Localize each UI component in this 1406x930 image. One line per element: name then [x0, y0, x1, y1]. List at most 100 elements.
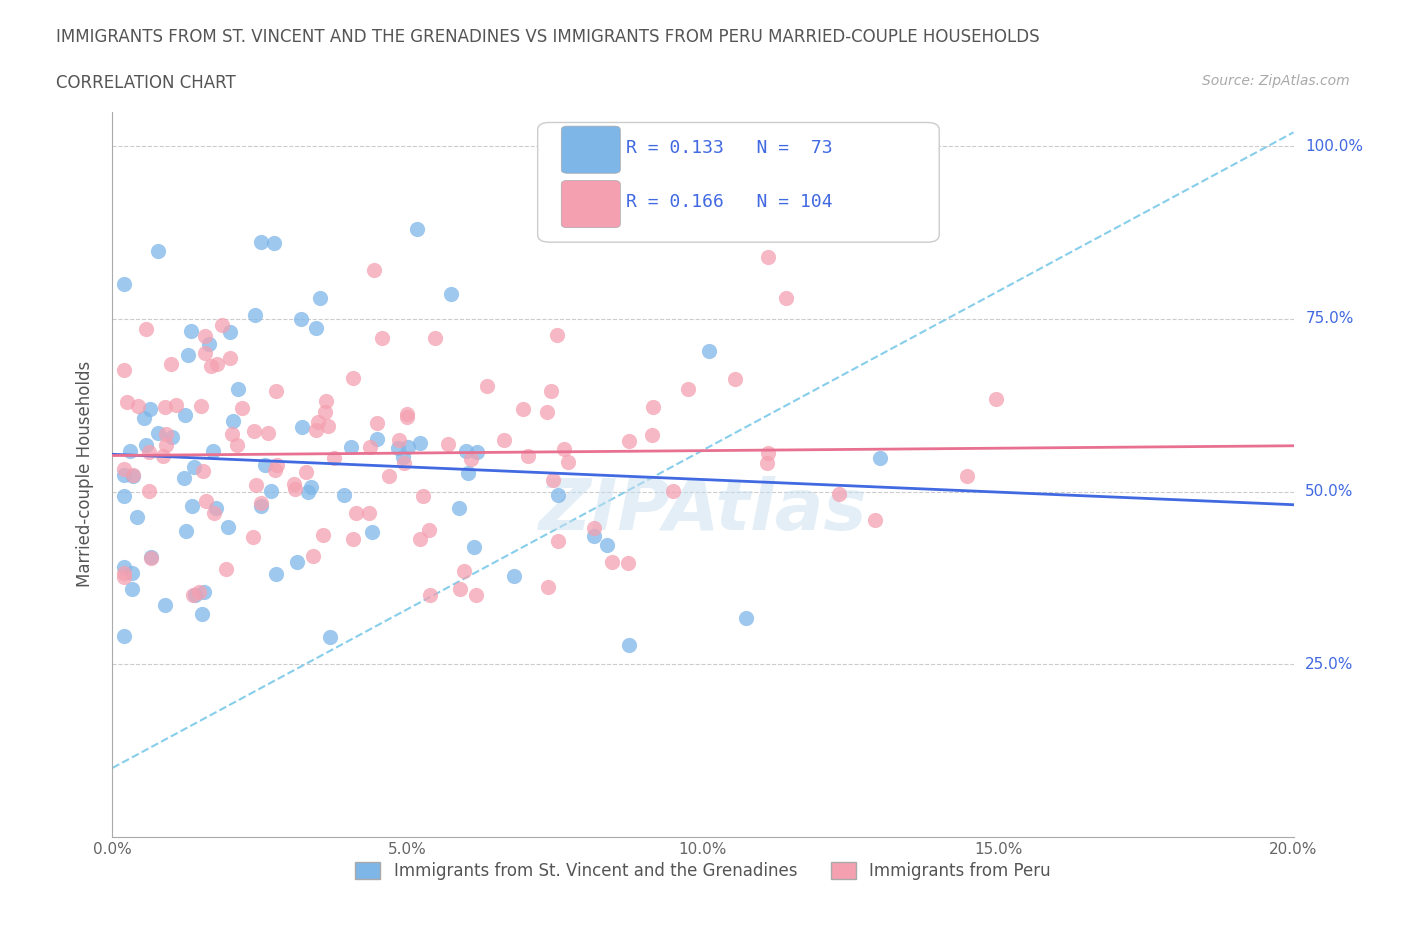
Point — [392, 449, 415, 464]
Text: R = 0.166   N = 104: R = 0.166 N = 104 — [626, 193, 832, 211]
Point — [242, 423, 264, 438]
Point — [412, 489, 434, 504]
Point — [155, 438, 177, 453]
Point — [366, 432, 388, 446]
Point — [547, 534, 569, 549]
Text: Source: ZipAtlas.com: Source: ZipAtlas.com — [1202, 74, 1350, 88]
Point — [359, 439, 381, 454]
Point — [387, 441, 409, 456]
Point — [641, 399, 664, 414]
Point — [259, 483, 281, 498]
Point — [756, 249, 779, 264]
Point — [314, 405, 336, 419]
Point — [297, 485, 319, 499]
Point — [454, 444, 477, 458]
Point — [492, 432, 515, 447]
Point — [449, 582, 471, 597]
Point — [204, 500, 226, 515]
Point — [617, 556, 640, 571]
Point — [553, 442, 575, 457]
Point — [536, 405, 558, 419]
Point — [408, 532, 430, 547]
Point — [290, 312, 312, 326]
Point — [188, 584, 211, 599]
Point — [256, 425, 278, 440]
Text: 75.0%: 75.0% — [1305, 312, 1354, 326]
FancyBboxPatch shape — [561, 180, 620, 228]
Point — [316, 418, 339, 433]
Point — [457, 465, 479, 480]
Point — [378, 469, 401, 484]
Point — [155, 426, 177, 441]
Point — [359, 505, 381, 520]
Point — [546, 327, 568, 342]
Point — [215, 561, 238, 576]
Point — [148, 425, 170, 440]
Legend: Immigrants from St. Vincent and the Grenadines, Immigrants from Peru: Immigrants from St. Vincent and the Gren… — [349, 856, 1057, 886]
Point — [582, 520, 605, 535]
Point — [437, 436, 460, 451]
Point — [283, 477, 305, 492]
Point — [295, 464, 318, 479]
Point — [174, 407, 197, 422]
Point — [127, 398, 149, 413]
Point — [250, 498, 273, 513]
Point — [242, 529, 264, 544]
Point — [243, 308, 266, 323]
Point — [200, 358, 222, 373]
Text: 100.0%: 100.0% — [1305, 139, 1364, 153]
Point — [640, 428, 662, 443]
Point — [122, 467, 145, 482]
Point — [299, 480, 322, 495]
Point — [342, 532, 364, 547]
Point — [266, 458, 288, 472]
Point — [363, 263, 385, 278]
Point — [676, 381, 699, 396]
Point — [396, 410, 419, 425]
Point — [600, 554, 623, 569]
Point — [191, 464, 214, 479]
Point — [512, 402, 534, 417]
Point — [583, 529, 606, 544]
Point — [112, 362, 135, 377]
Point — [863, 512, 886, 527]
Point — [284, 482, 307, 497]
Point — [219, 351, 242, 365]
Point — [617, 433, 640, 448]
Point — [201, 444, 224, 458]
Point — [547, 488, 569, 503]
Point — [387, 432, 409, 447]
Point — [181, 498, 204, 513]
Point — [344, 506, 367, 521]
Point — [984, 392, 1007, 406]
Point — [263, 235, 285, 250]
Text: ZIPAtlas: ZIPAtlas — [538, 476, 868, 545]
Point — [139, 402, 162, 417]
Text: CORRELATION CHART: CORRELATION CHART — [56, 74, 236, 92]
Point — [869, 450, 891, 465]
Point — [253, 458, 276, 472]
FancyBboxPatch shape — [537, 123, 939, 242]
Point — [735, 610, 758, 625]
Point — [366, 416, 388, 431]
Point — [307, 415, 329, 430]
Point — [439, 286, 461, 301]
Point — [202, 506, 225, 521]
Point — [285, 554, 308, 569]
Point — [503, 569, 526, 584]
Point — [463, 539, 485, 554]
Text: R = 0.133   N =  73: R = 0.133 N = 73 — [626, 139, 832, 157]
Text: IMMIGRANTS FROM ST. VINCENT AND THE GRENADINES VS IMMIGRANTS FROM PERU MARRIED-C: IMMIGRANTS FROM ST. VINCENT AND THE GREN… — [56, 28, 1040, 46]
Point — [194, 328, 217, 343]
Point — [756, 446, 779, 461]
Point — [955, 469, 977, 484]
Point — [309, 291, 332, 306]
Point — [228, 381, 250, 396]
Point — [342, 371, 364, 386]
Point — [138, 484, 160, 498]
Point — [211, 318, 233, 333]
Point — [112, 468, 135, 483]
Point — [396, 439, 419, 454]
Point — [180, 323, 202, 338]
Point — [370, 330, 392, 345]
